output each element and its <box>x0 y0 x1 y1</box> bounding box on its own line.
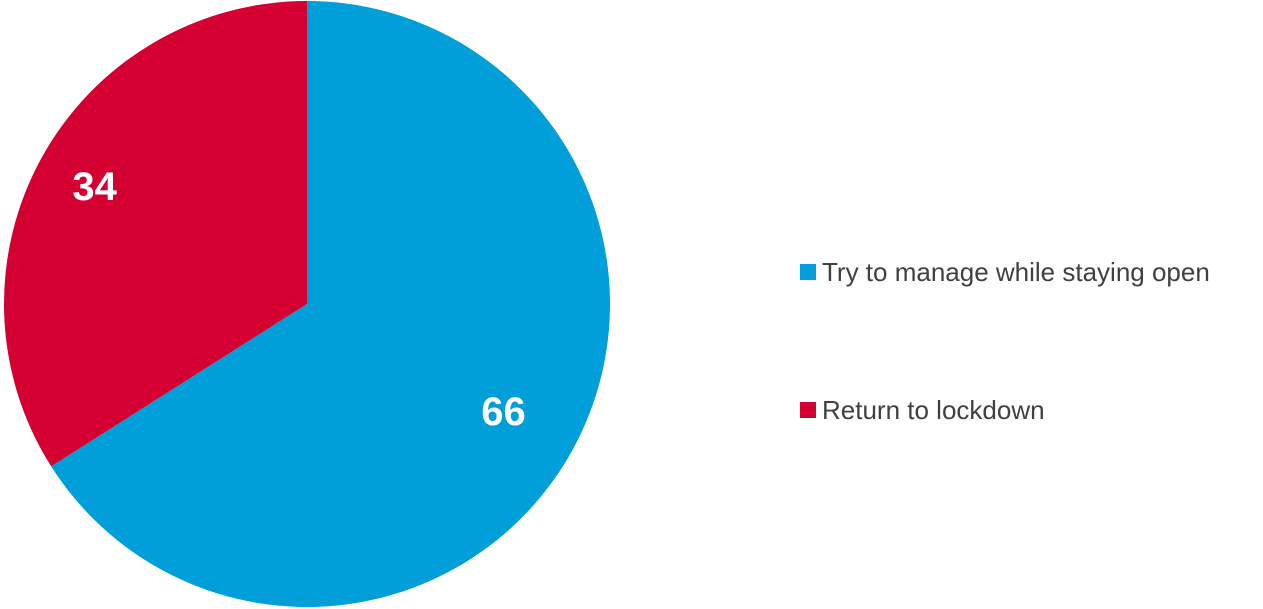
legend-swatch-return-to-lockdown <box>800 402 816 418</box>
data-label-return-to-lockdown: 34 <box>72 165 117 209</box>
pie-slice-return-to-lockdown <box>3 1 307 467</box>
pie-slices <box>3 1 610 607</box>
pie-chart: 66 34 <box>3 1 610 607</box>
legend-item-return-to-lockdown: Return to lockdown <box>800 390 1210 430</box>
pie-data-labels: 66 34 <box>72 165 525 434</box>
legend-swatch-try-to-manage <box>800 264 816 280</box>
pie-slice-try-to-manage-while-staying-open <box>51 1 610 607</box>
legend-item-try-to-manage: Try to manage while staying open <box>800 252 1210 292</box>
legend: Try to manage while staying open Return … <box>800 252 1210 430</box>
data-label-try-to-manage: 66 <box>481 390 526 434</box>
legend-label-try-to-manage: Try to manage while staying open <box>822 256 1210 287</box>
legend-label-return-to-lockdown: Return to lockdown <box>822 394 1045 425</box>
